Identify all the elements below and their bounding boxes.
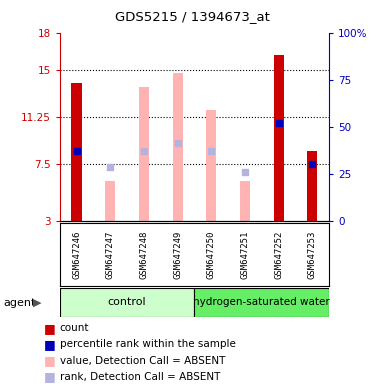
Text: hydrogen-saturated water: hydrogen-saturated water (193, 297, 330, 308)
Bar (172, 73, 182, 221)
Text: GSM647251: GSM647251 (241, 230, 249, 278)
Text: GSM647253: GSM647253 (308, 230, 317, 278)
Bar (105, 180, 115, 221)
Text: GSM647250: GSM647250 (207, 230, 216, 278)
Text: GSM647249: GSM647249 (173, 230, 182, 278)
Text: GSM647252: GSM647252 (274, 230, 283, 278)
Text: control: control (108, 297, 146, 308)
Text: ■: ■ (44, 338, 56, 351)
Bar (139, 86, 149, 221)
Text: percentile rank within the sample: percentile rank within the sample (60, 339, 236, 349)
Text: value, Detection Call = ABSENT: value, Detection Call = ABSENT (60, 356, 225, 366)
Text: count: count (60, 323, 89, 333)
Bar (206, 111, 216, 221)
Text: GSM647247: GSM647247 (106, 230, 115, 278)
Text: GDS5215 / 1394673_at: GDS5215 / 1394673_at (115, 10, 270, 23)
Bar (60, 288, 194, 317)
Bar (72, 83, 82, 221)
Text: agent: agent (4, 298, 36, 308)
Bar (274, 55, 284, 221)
Text: rank, Detection Call = ABSENT: rank, Detection Call = ABSENT (60, 372, 220, 382)
Text: ▶: ▶ (33, 298, 41, 308)
Text: GSM647246: GSM647246 (72, 230, 81, 278)
Text: GSM647248: GSM647248 (139, 230, 148, 278)
Bar (194, 288, 329, 317)
Bar (307, 151, 317, 221)
Text: ■: ■ (44, 354, 56, 367)
Text: ■: ■ (44, 370, 56, 383)
Text: ■: ■ (44, 322, 56, 335)
Bar (240, 180, 250, 221)
